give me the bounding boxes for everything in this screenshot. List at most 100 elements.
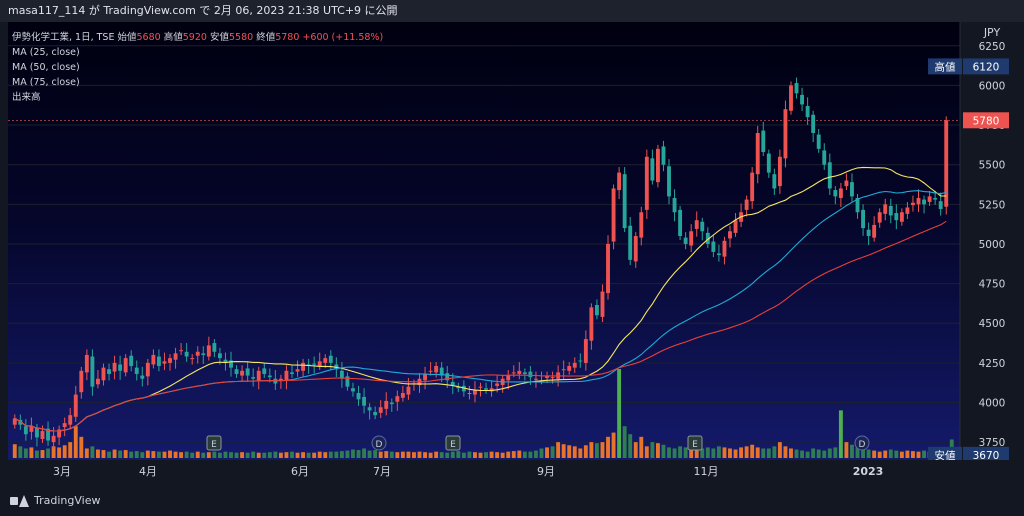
price-tick-label: 5500 bbox=[979, 160, 1006, 172]
volume-bar bbox=[722, 447, 727, 458]
close-label: 終値 bbox=[256, 32, 276, 43]
event-marker-label: E bbox=[211, 440, 217, 450]
brand-name: TradingView bbox=[34, 494, 101, 507]
volume-bar bbox=[872, 450, 877, 458]
candle-body bbox=[312, 363, 317, 365]
volume-bar bbox=[589, 442, 594, 458]
candle-body bbox=[278, 378, 283, 382]
tradingview-logo[interactable]: TradingView bbox=[10, 494, 100, 507]
volume-bar bbox=[439, 452, 444, 458]
volume-bar bbox=[922, 450, 926, 458]
price-axis[interactable]: 3750400042504500475050005250550057506000… bbox=[928, 41, 1009, 463]
candle-body bbox=[234, 369, 239, 374]
candle-body bbox=[511, 372, 516, 374]
candle-body bbox=[722, 240, 727, 257]
price-label-box bbox=[963, 58, 1009, 75]
candle-body bbox=[151, 354, 156, 365]
legend-volume[interactable]: 出来高 bbox=[12, 92, 41, 103]
volume-bar bbox=[672, 448, 677, 458]
candle-body bbox=[450, 381, 455, 386]
candle-body bbox=[217, 353, 222, 359]
candle-body bbox=[744, 199, 749, 210]
candle-body bbox=[328, 355, 333, 363]
volume-bar bbox=[594, 443, 599, 458]
volume-bar bbox=[855, 447, 860, 458]
candle-body bbox=[711, 241, 716, 252]
earnings-marker bbox=[687, 435, 703, 451]
candle-body bbox=[916, 197, 921, 205]
volume-bar bbox=[561, 444, 566, 458]
footer-bar bbox=[0, 486, 1024, 516]
volume-bar bbox=[306, 452, 311, 458]
volume-bar bbox=[51, 446, 56, 458]
candle-body bbox=[678, 209, 683, 237]
chart-frame[interactable]: E D E E D 3750 4000 4250 4500 4750 5000 5250 5500 57… bbox=[0, 22, 1024, 486]
candle-body bbox=[667, 166, 671, 197]
volume-bar bbox=[339, 451, 344, 458]
volume-bar bbox=[861, 448, 866, 458]
volume-bar bbox=[866, 449, 871, 458]
candle-body bbox=[800, 94, 805, 105]
price-tick-label: 6000 bbox=[979, 80, 1006, 92]
volume-bar bbox=[644, 446, 649, 458]
legend-ma50[interactable]: MA (50, close) bbox=[12, 62, 80, 73]
dividend-marker bbox=[371, 435, 387, 451]
candle-body bbox=[406, 386, 411, 395]
volume-bar bbox=[267, 452, 272, 458]
candle-body bbox=[373, 412, 378, 416]
candle-body bbox=[633, 236, 638, 262]
candle-body bbox=[600, 291, 605, 317]
volume-bar bbox=[578, 448, 583, 458]
candle-body bbox=[68, 415, 73, 425]
candle-body bbox=[883, 204, 888, 214]
candle-body bbox=[129, 355, 134, 367]
time-tick-label: 6月 bbox=[291, 465, 309, 478]
event-marker-label: E bbox=[450, 440, 456, 450]
candlestick-chart[interactable]: E D E E D 3750 4000 4250 4500 4750 5000 5250 5500 57… bbox=[0, 22, 1024, 486]
candle-body bbox=[378, 407, 383, 413]
candle-body bbox=[639, 212, 644, 238]
volume-bar bbox=[190, 452, 195, 458]
volume-bar bbox=[534, 450, 538, 458]
candle-body bbox=[445, 373, 450, 381]
candle-body bbox=[822, 150, 827, 165]
ma25-line bbox=[14, 166, 947, 432]
candle-body bbox=[522, 372, 527, 374]
volume-bar bbox=[378, 451, 383, 458]
legend-ma75[interactable]: MA (75, close) bbox=[12, 77, 80, 88]
volume-bar bbox=[550, 446, 555, 458]
candle-body bbox=[561, 369, 566, 371]
legend-ma25[interactable]: MA (25, close) bbox=[12, 47, 80, 58]
candles[interactable] bbox=[12, 77, 949, 449]
candle-body bbox=[245, 368, 250, 376]
volume-bar bbox=[694, 446, 699, 458]
candle-body bbox=[57, 429, 62, 438]
candle-body bbox=[833, 190, 838, 197]
volume-bar bbox=[850, 444, 854, 458]
volume-bar bbox=[583, 445, 588, 458]
time-axis[interactable]: 3月 4月 6月 7月 9月 11月 2023 bbox=[0, 460, 1024, 486]
candle-body bbox=[461, 385, 466, 392]
volume-bar bbox=[572, 446, 577, 458]
candle-body bbox=[173, 353, 178, 360]
volume-bar bbox=[229, 452, 233, 458]
candle-body bbox=[284, 370, 289, 381]
volume-bar bbox=[217, 452, 222, 458]
candle-body bbox=[339, 370, 344, 379]
candle-body bbox=[761, 130, 766, 153]
candle-body bbox=[190, 358, 195, 360]
candle-body bbox=[705, 232, 710, 244]
candle-body bbox=[866, 229, 871, 237]
dividend-marker bbox=[854, 435, 870, 451]
price-label-tag bbox=[928, 58, 962, 75]
candle-body bbox=[118, 364, 123, 371]
volume-bar bbox=[295, 452, 300, 458]
volume-bar bbox=[118, 450, 123, 458]
candle-body bbox=[655, 148, 660, 183]
volume-bar bbox=[650, 442, 655, 458]
volume-bar bbox=[256, 452, 261, 458]
candle-body bbox=[195, 351, 200, 356]
candle-body bbox=[35, 427, 39, 438]
candle-body bbox=[389, 402, 394, 405]
